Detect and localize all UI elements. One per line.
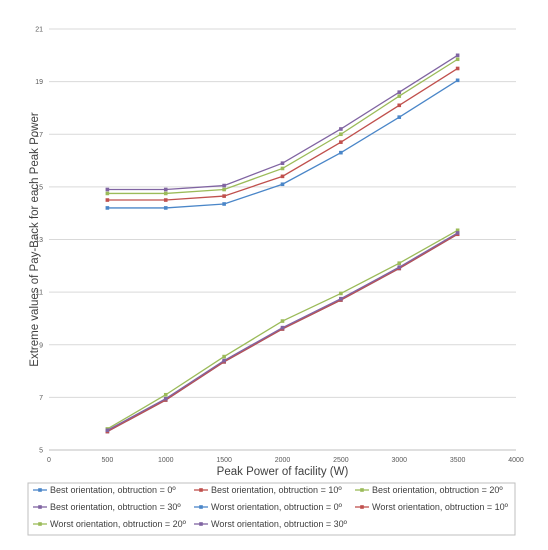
legend-label: Worst orientation, obtruction = 0º xyxy=(211,502,343,512)
data-point xyxy=(105,428,110,433)
data-point xyxy=(339,291,343,296)
data-point xyxy=(280,166,285,171)
y-tick-label: 11 xyxy=(36,290,43,297)
data-point xyxy=(280,161,285,165)
legend-item: Worst orientation, obtruction = 30º xyxy=(194,519,348,529)
legend-label: Best orientation, obtruction = 0º xyxy=(50,485,176,495)
legend-box xyxy=(27,482,516,536)
data-point xyxy=(222,194,226,198)
data-point xyxy=(397,115,402,119)
legend: Best orientation, obtruction = 0º Best or… xyxy=(27,482,516,536)
data-point xyxy=(397,103,402,108)
tick-labels: 5 7 9 11 13 15 17 19 21 0 500 1000 1500 2000 2500 3000 3… xyxy=(35,27,524,465)
data-point xyxy=(280,174,285,179)
legend-item: Best orientation, obtruction = 20º xyxy=(355,485,503,495)
legend-item: Best orientation, obtruction = 30º xyxy=(33,502,181,512)
x-tick-label: 4000 xyxy=(508,457,524,464)
data-point xyxy=(455,53,460,58)
data-point xyxy=(280,182,285,187)
y-tick-label: 13 xyxy=(35,237,43,244)
legend-item: Best orientation, obtruction = 0º xyxy=(33,485,176,495)
data-point xyxy=(339,127,343,131)
data-point xyxy=(397,94,402,98)
series-5 xyxy=(105,78,460,210)
legend-item: Worst orientation, obtruction = 20º xyxy=(33,519,187,529)
data-point xyxy=(222,187,226,192)
y-tick-label: 7 xyxy=(39,395,43,402)
gridlines xyxy=(49,28,516,398)
x-tick-label: 1500 xyxy=(216,457,232,464)
data-point xyxy=(163,191,168,196)
data-point xyxy=(163,198,168,202)
data-point xyxy=(222,202,226,206)
data-point xyxy=(339,140,343,144)
legend-label: Worst orientation, obtruction = 10º xyxy=(372,502,509,512)
data-point xyxy=(163,392,168,397)
legend-item: Worst orientation, obtruction = 10º xyxy=(355,502,509,512)
series-6 xyxy=(105,66,460,202)
y-tick-label: 15 xyxy=(35,184,43,191)
y-tick-label: 21 xyxy=(35,27,43,34)
data-point xyxy=(105,206,110,210)
data-point xyxy=(105,198,110,202)
series-7 xyxy=(105,57,460,196)
y-tick-label: 17 xyxy=(35,132,43,139)
data-point xyxy=(455,66,460,71)
data-point xyxy=(455,78,460,83)
data-point xyxy=(222,358,226,363)
legend-marker-swatch xyxy=(199,505,203,509)
legend-label: Best orientation, obtruction = 20º xyxy=(372,485,503,495)
legend-item: Worst orientation, obtruction = 0º xyxy=(194,502,343,512)
data-point xyxy=(105,187,110,192)
x-tick-label: 3000 xyxy=(391,457,407,464)
data-point xyxy=(339,150,343,155)
data-point xyxy=(163,187,168,192)
legend-marker-swatch xyxy=(38,488,42,492)
data-point xyxy=(397,90,402,94)
x-axis-title: Peak Power of facility (W) xyxy=(217,466,349,478)
series-8 xyxy=(105,53,460,192)
x-tick-label: 1000 xyxy=(158,457,174,464)
legend-item: Best orientation, obtruction = 10º xyxy=(194,485,342,495)
data-point xyxy=(163,206,168,210)
legend-marker-swatch xyxy=(38,505,42,509)
x-tick-label: 500 xyxy=(102,457,114,464)
legend-marker-swatch xyxy=(199,488,203,492)
data-point xyxy=(397,261,402,265)
y-tick-label: 9 xyxy=(39,342,43,349)
x-tick-label: 2000 xyxy=(275,457,291,464)
data-point xyxy=(222,354,226,359)
data-point xyxy=(339,296,343,301)
data-point xyxy=(280,325,285,330)
data-point xyxy=(455,231,460,235)
legend-label: Worst orientation, obtruction = 30º xyxy=(211,519,348,529)
series-4 xyxy=(105,231,460,433)
x-tick-label: 3500 xyxy=(450,457,466,464)
data-point xyxy=(339,132,343,137)
legend-marker-swatch xyxy=(360,488,364,492)
data-point xyxy=(397,265,402,269)
data-point xyxy=(105,191,110,196)
data-point xyxy=(280,319,285,323)
y-tick-label: 19 xyxy=(35,79,43,86)
x-tick-label: 0 xyxy=(47,457,51,464)
data-point xyxy=(455,57,460,62)
y-tick-label: 5 xyxy=(39,448,43,455)
x-tick-label: 2500 xyxy=(333,457,349,464)
data-point xyxy=(222,183,226,188)
data-point xyxy=(455,228,460,233)
data-point xyxy=(163,396,168,401)
legend-marker-swatch xyxy=(38,522,42,526)
legend-label: Best orientation, obtruction = 10º xyxy=(211,485,342,495)
series-lines xyxy=(105,53,460,434)
legend-label: Worst orientation, obtruction = 20º xyxy=(50,519,187,529)
legend-label: Best orientation, obtruction = 30º xyxy=(50,502,181,512)
legend-marker-swatch xyxy=(360,505,364,509)
y-axis-title: Extreme values of Pay-Back for each Peak… xyxy=(29,112,41,367)
legend-marker-swatch xyxy=(199,522,203,526)
